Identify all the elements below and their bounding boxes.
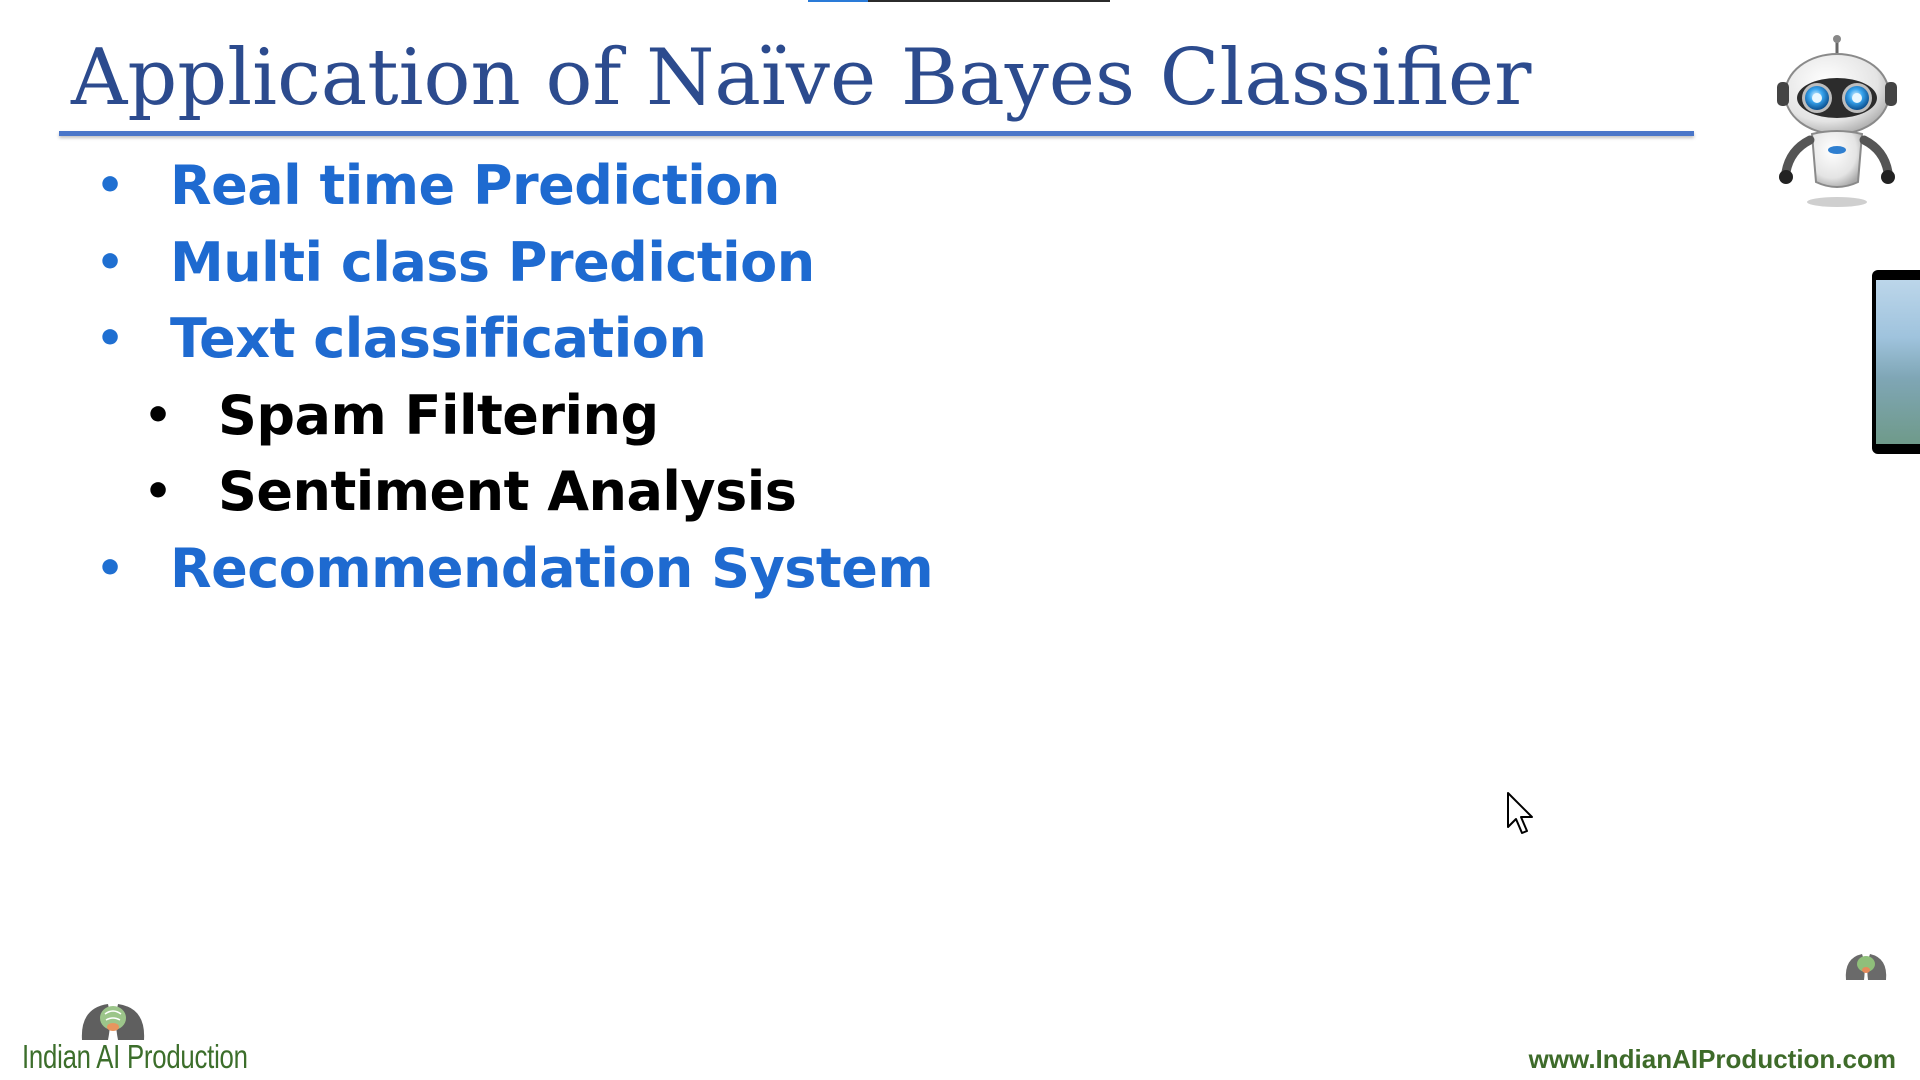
bullet-text: Real time Prediction [170, 154, 780, 217]
brain-heads-logo-icon [81, 1004, 145, 1040]
sub-bullet-text: Spam Filtering [218, 383, 659, 447]
mouse-pointer-icon [1507, 792, 1533, 834]
bullet-dot: • [144, 389, 173, 441]
bullet-dot: • [144, 466, 173, 517]
bullet-dot: • [96, 542, 125, 594]
bullet-text: Multi class Prediction [170, 230, 815, 294]
brand-name: Indian AI Production [22, 1038, 248, 1075]
webcam-video [1876, 280, 1920, 444]
bullet-text: Text classification [170, 307, 707, 370]
sub-bullet-text: Sentiment Analysis [218, 460, 797, 523]
bullet-dot: • [96, 160, 125, 211]
video-progress-fill [808, 0, 868, 2]
brand-block: Indian AI Production [20, 1000, 260, 1080]
slide-title: Application of Naïve Bayes Classifier [71, 33, 1532, 123]
website-link[interactable]: www.IndianAIProduction.com [1528, 1044, 1896, 1074]
webcam-thumbnail[interactable] [1872, 270, 1920, 454]
brain-heads-logo-icon [1845, 954, 1887, 980]
bullet-dot: • [96, 236, 125, 288]
robot-icon [1777, 35, 1897, 207]
bullet-text: Recommendation System [170, 536, 934, 600]
bullet-dot: • [96, 313, 125, 364]
video-progress-bar[interactable] [808, 0, 1110, 2]
title-underline [59, 131, 1694, 136]
